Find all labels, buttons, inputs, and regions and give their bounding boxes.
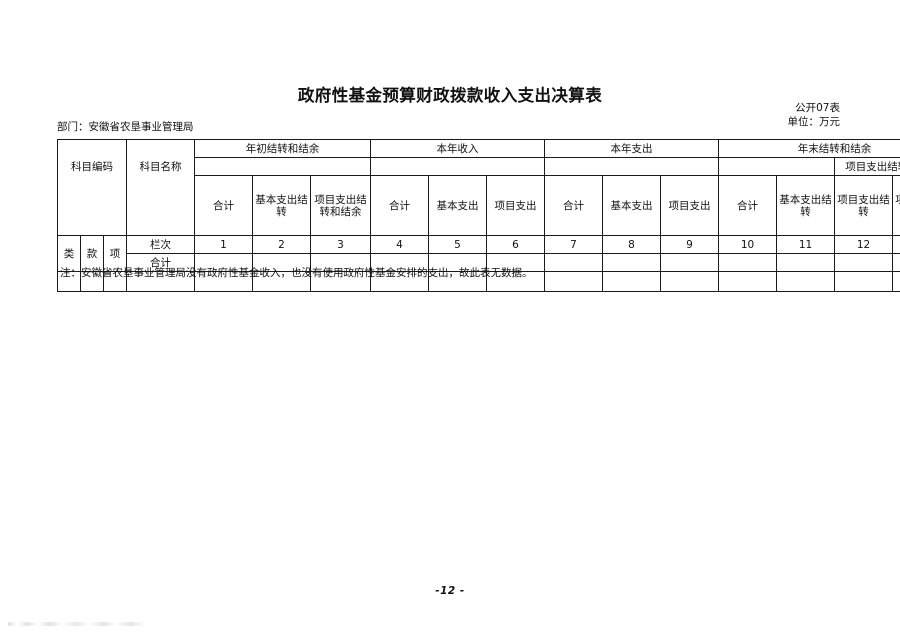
total-cell-13 [892, 253, 900, 272]
column-header-8: 基本支出 [602, 175, 661, 236]
group-header-current-expenditure: 本年支出 [544, 139, 719, 158]
header-expenditure-spacer [544, 157, 719, 176]
row-index-8: 8 [602, 235, 661, 254]
empty-cell-12 [834, 271, 893, 292]
empty-cell-9 [660, 271, 719, 292]
column-header-10: 合计 [718, 175, 777, 236]
column-header-11: 基本支出结转 [776, 175, 835, 236]
unit-label: 单位：万元 [787, 116, 841, 128]
group-header-current-income: 本年收入 [370, 139, 545, 158]
empty-cell-8 [602, 271, 661, 292]
row-index-13: 13 [892, 235, 900, 254]
row-index-6: 6 [486, 235, 545, 254]
row-index-5: 5 [428, 235, 487, 254]
form-code: 公开07表 [795, 102, 840, 114]
header-subject-code-bottom [57, 175, 127, 236]
table-group-header-row: 年初结转和结余 本年收入 本年支出 年末结转和结余 [57, 139, 900, 158]
empty-cell-10 [718, 271, 777, 292]
row-index-2: 2 [252, 235, 311, 254]
row-index-11: 11 [776, 235, 835, 254]
table-row-column-index: 类 款 项 栏次 1 2 3 4 5 6 7 8 9 10 11 12 13 [57, 235, 900, 272]
row-index-1: 1 [194, 235, 253, 254]
total-cell-7 [544, 253, 603, 272]
page-title: 政府性基金预算财政拨款收入支出决算表 [297, 86, 603, 105]
budget-table-container: 年初结转和结余 本年收入 本年支出 年末结转和结余 科目编码 科目名称 项目支出… [57, 139, 900, 292]
header-closing-spacer [718, 157, 835, 176]
row-index-7: 7 [544, 235, 603, 254]
row-index-label: 栏次 [126, 235, 195, 254]
column-header-13: 项目支出结余 [892, 175, 900, 236]
row-index-9: 9 [660, 235, 719, 254]
subgroup-header-project-carryover-balance: 项目支出结转和结余 [834, 157, 900, 176]
column-header-1: 合计 [194, 175, 253, 236]
header-subject-name: 科目名称 [126, 157, 195, 176]
budget-table: 年初结转和结余 本年收入 本年支出 年末结转和结余 科目编码 科目名称 项目支出… [57, 139, 900, 292]
column-header-6: 项目支出 [486, 175, 545, 236]
row-index-10: 10 [718, 235, 777, 254]
column-header-2: 基本支出结转 [252, 175, 311, 236]
header-subject-name-bottom [126, 175, 195, 236]
column-header-3: 项目支出结转和结余 [310, 175, 371, 236]
table-note: 注：安徽省农垦事业管理局没有政府性基金收入，也没有使用政府性基金安排的支出，故此… [60, 267, 533, 279]
header-subject-code-top [57, 139, 127, 158]
empty-cell-13 [892, 271, 900, 292]
page-number: -12 - [435, 585, 465, 597]
header-opening-spacer [194, 157, 371, 176]
row-index-3: 3 [310, 235, 371, 254]
row-index-4: 4 [370, 235, 429, 254]
header-subject-code: 科目编码 [57, 157, 127, 176]
department-line: 部门：安徽省农垦事业管理局 [57, 121, 194, 133]
table-row-empty [57, 271, 900, 292]
row-index-12: 12 [834, 235, 893, 254]
cell-class-kuan: 款 [80, 235, 104, 272]
column-header-12: 项目支出结转 [834, 175, 893, 236]
total-cell-10 [718, 253, 777, 272]
empty-cell-11 [776, 271, 835, 292]
empty-cell-7 [544, 271, 603, 292]
column-header-7: 合计 [544, 175, 603, 236]
header-subject-name-top [126, 139, 195, 158]
column-header-5: 基本支出 [428, 175, 487, 236]
column-header-4: 合计 [370, 175, 429, 236]
document-meta: 公开07表 单位：万元 [788, 101, 841, 129]
total-cell-9 [660, 253, 719, 272]
table-column-header-row: 合计 基本支出结转 项目支出结转和结余 合计 基本支出 项目支出 合计 基本支出… [57, 175, 900, 236]
scan-artifact [8, 622, 158, 626]
column-header-9: 项目支出 [660, 175, 719, 236]
group-header-opening-balance: 年初结转和结余 [194, 139, 371, 158]
group-header-closing-balance: 年末结转和结余 [718, 139, 900, 158]
total-cell-12 [834, 253, 893, 272]
total-cell-11 [776, 253, 835, 272]
total-cell-8 [602, 253, 661, 272]
header-income-spacer [370, 157, 545, 176]
table-subgroup-header-row: 科目编码 科目名称 项目支出结转和结余 [57, 157, 900, 176]
